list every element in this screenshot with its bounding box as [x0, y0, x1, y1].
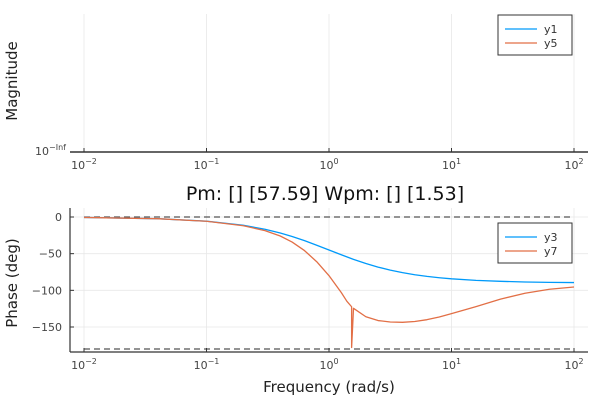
magnitude-y-tick-label: 10−Inf: [35, 143, 66, 158]
phase-x-ticks: 10−2 10−1 100 101 102: [71, 348, 584, 372]
magnitude-x-tick-label: 102: [564, 157, 583, 172]
legend-label-y5: y5: [544, 37, 558, 50]
phase-series-y7: [83, 216, 575, 349]
magnitude-x-tick-label: 101: [442, 157, 461, 172]
phase-plot-title: Pm: [] [57.59] Wpm: [] [1.53]: [186, 183, 464, 205]
magnitude-x-tick-label: 10−1: [194, 157, 220, 172]
phase-x-tick-label: 10−1: [194, 357, 220, 372]
legend-label-y1: y1: [544, 23, 558, 36]
phase-legend: y3 y7: [497, 222, 573, 264]
phase-y-ticks: 0 −50 −100 −150: [32, 211, 74, 334]
legend-label-y7: y7: [544, 245, 558, 258]
phase-panel: Pm: [] [57.59] Wpm: [] [1.53] 0 −50 −100 −1…: [3, 183, 588, 396]
phase-x-tick-label: 100: [319, 357, 338, 372]
magnitude-legend-box: [497, 14, 573, 56]
magnitude-y-axis-title: Magnitude: [3, 41, 21, 120]
phase-y-tick-label: −150: [32, 321, 62, 334]
phase-legend-box: [497, 222, 573, 264]
phase-y-tick-label: 0: [55, 211, 62, 224]
phase-y-tick-label: −50: [39, 248, 62, 261]
phase-x-tick-label: 10−2: [71, 357, 97, 372]
magnitude-x-ticks: 10−2 10−1 100 101 102: [71, 148, 584, 172]
phase-x-tick-label: 102: [564, 357, 583, 372]
phase-x-tick-label: 101: [442, 357, 461, 372]
phase-y-tick-label: −100: [32, 284, 62, 297]
magnitude-x-tick-label: 100: [319, 157, 338, 172]
magnitude-x-tick-label: 10−2: [71, 157, 97, 172]
magnitude-panel: 10−2 10−1 100 101 102 10−Inf Magnitude y1 y5: [3, 14, 588, 172]
phase-y-axis-title: Phase (deg): [3, 238, 21, 328]
legend-label-y3: y3: [544, 231, 558, 244]
magnitude-legend: y1 y5: [497, 14, 573, 56]
phase-x-axis-title: Frequency (rad/s): [263, 378, 395, 396]
phase-series-y3: [83, 216, 575, 284]
phase-series: [83, 216, 575, 349]
magnitude-grid: [83, 14, 575, 152]
